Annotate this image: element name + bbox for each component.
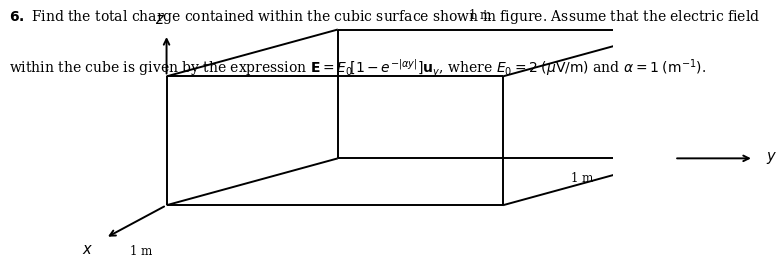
Text: $y$: $y$ bbox=[766, 150, 776, 166]
Text: $x$: $x$ bbox=[82, 243, 93, 257]
Text: $\mathbf{6.}$ Find the total charge contained within the cubic surface shown in : $\mathbf{6.}$ Find the total charge cont… bbox=[9, 9, 760, 26]
Text: within the cube is given by the expression $\mathbf{E} = E_0\!\left[1-e^{-|\alph: within the cube is given by the expressi… bbox=[9, 58, 706, 80]
Text: $z$: $z$ bbox=[155, 13, 165, 27]
Text: 1 m: 1 m bbox=[130, 245, 152, 258]
Text: 1 m: 1 m bbox=[571, 172, 594, 186]
Text: 1 m: 1 m bbox=[469, 10, 491, 22]
